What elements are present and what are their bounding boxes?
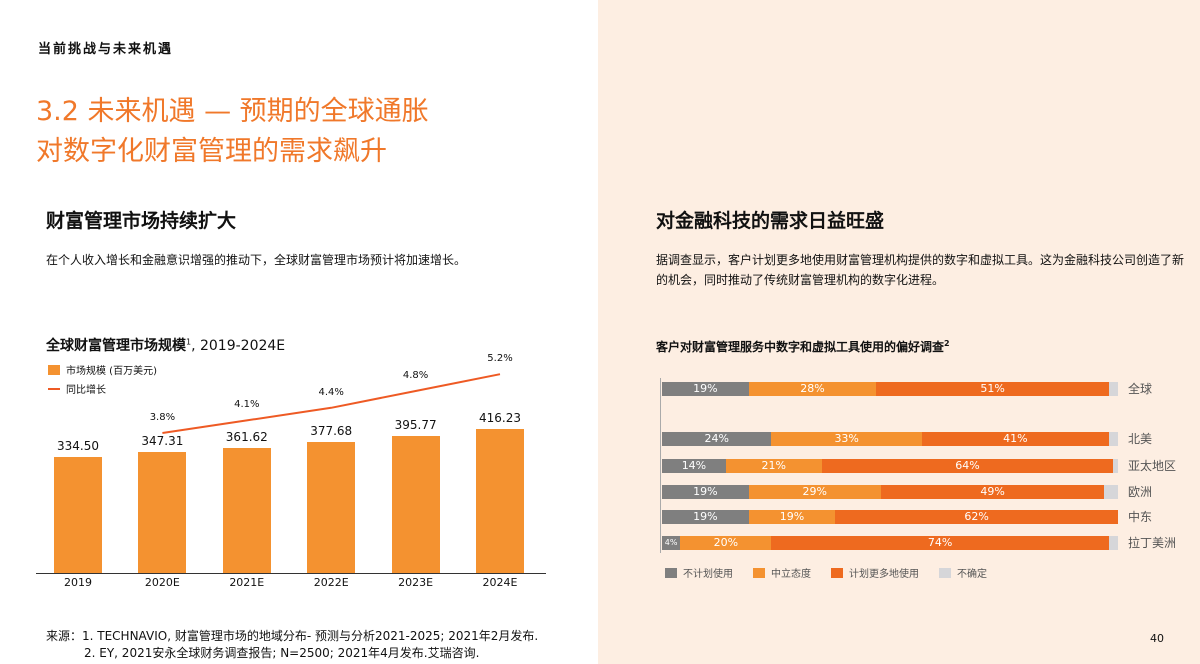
legend-item: 中立态度: [753, 565, 811, 580]
bar-2024E: [476, 428, 524, 573]
sources: 来源：1. TECHNAVIO, 财富管理市场的地域分布- 预测与分析2021-…: [46, 628, 538, 662]
segment-亚太地区-不确定: [1113, 459, 1118, 473]
legend-item: 不计划使用: [665, 565, 733, 580]
x-axis: [36, 573, 546, 574]
legend-swatch: [831, 567, 843, 578]
bar-2021E: [222, 447, 271, 573]
segment-北美-不确定: [1108, 432, 1118, 446]
segment-中东-中立态度: 19%: [748, 510, 836, 524]
x-tick-label: 2023E: [398, 576, 434, 589]
legend-item: 不确定: [939, 565, 987, 580]
segment-全球-中立态度: 28%: [748, 382, 877, 396]
legend-label: 中立态度: [771, 569, 811, 580]
segment-亚太地区-不计划使用: 14%: [662, 459, 726, 473]
growth-label: 4.8%: [402, 370, 429, 381]
segment-全球-不确定: [1108, 382, 1118, 396]
source-1: 来源：1. TECHNAVIO, 财富管理市场的地域分布- 预测与分析2021-…: [46, 629, 539, 643]
legend-line: [48, 387, 60, 390]
title-line-2: 对数字化财富管理的需求飙升: [36, 136, 387, 167]
legend-label: 不计划使用: [683, 569, 733, 580]
segment-拉丁美洲-不计划使用: 4%: [662, 536, 681, 550]
segment-欧洲-中立态度: 29%: [748, 485, 881, 499]
x-tick-label: 2022E: [313, 576, 349, 589]
legend-item: 计划更多地使用: [831, 565, 919, 580]
y-axis: [660, 378, 661, 553]
region-label: 全球: [1128, 382, 1153, 396]
bar-value-label: 395.77: [394, 417, 437, 432]
bar-value-label: 416.23: [479, 410, 521, 425]
bar-2023E: [391, 435, 440, 573]
region-label: 北美: [1128, 432, 1153, 446]
region-label: 亚太地区: [1128, 459, 1177, 473]
segment-中东-不计划使用: 19%: [662, 510, 749, 524]
survey-chart-title: 客户对财富管理服务中数字和虚拟工具使用的偏好调查2: [656, 339, 950, 354]
growth-label: 4.4%: [318, 386, 344, 398]
segment-拉丁美洲-中立态度: 20%: [680, 536, 772, 550]
segment-北美-中立态度: 33%: [771, 432, 922, 446]
growth-label: 5.2%: [487, 353, 513, 365]
bar-value-label: 334.50: [57, 438, 99, 453]
legend-swatch: [48, 364, 60, 375]
bar-value-label: 377.68: [310, 423, 353, 438]
segment-中东-计划更多地使用: 62%: [835, 510, 1118, 524]
segment-亚太地区-中立态度: 21%: [725, 459, 822, 473]
bar-2020E: [138, 452, 187, 573]
left-heading: 财富管理市场持续扩大: [46, 210, 237, 232]
legend-yoy-growth: 同比增长: [48, 381, 106, 396]
legend-swatch: [939, 567, 951, 578]
segment-欧洲-不确定: [1104, 485, 1118, 499]
legend-swatch: [665, 567, 677, 578]
segment-北美-计划更多地使用: 41%: [921, 432, 1109, 446]
survey-legend: 不计划使用 中立态度 计划更多地使用 不确定: [665, 565, 987, 580]
bar-2019: [54, 456, 102, 573]
segment-拉丁美洲-计划更多地使用: 74%: [771, 536, 1109, 550]
segment-欧洲-不计划使用: 19%: [662, 485, 749, 499]
bar-value-label: 347.31: [141, 434, 184, 449]
bar-value-label: 361.62: [225, 429, 268, 444]
source-2: 2. EY, 2021安永全球财务调查报告; N=2500; 2021年4月发布…: [84, 646, 480, 660]
x-tick-label: 2024E: [482, 576, 518, 589]
x-tick-label: 2020E: [144, 576, 180, 589]
segment-欧洲-计划更多地使用: 49%: [880, 485, 1105, 499]
legend-market-size: 市场规模 (百万美元): [48, 362, 157, 377]
bar-2022E: [307, 441, 356, 573]
section-label: 当前挑战与未来机遇: [38, 42, 174, 57]
x-tick-label: 2019: [64, 576, 92, 589]
legend-label: 计划更多地使用: [849, 569, 919, 580]
segment-全球-不计划使用: 19%: [662, 382, 749, 396]
right-heading: 对金融科技的需求日益旺盛: [656, 210, 885, 232]
growth-label: 4.1%: [234, 399, 260, 411]
growth-label: 3.8%: [149, 412, 176, 423]
segment-拉丁美洲-不确定: [1108, 536, 1118, 550]
left-text: 在个人收入增长和金融意识增强的推动下，全球财富管理市场预计将加速增长。: [46, 253, 467, 267]
market-chart-title: 全球财富管理市场规模1, 2019-2024E: [46, 337, 286, 354]
legend-label: 不确定: [957, 569, 987, 580]
region-label: 欧洲: [1128, 485, 1153, 499]
legend-swatch: [753, 567, 765, 578]
page-number: 40: [1150, 632, 1164, 645]
segment-全球-计划更多地使用: 51%: [876, 382, 1109, 396]
title-line-1: 3.2 未来机遇 — 预期的全球通胀: [36, 96, 429, 127]
region-label: 拉丁美洲: [1128, 536, 1177, 550]
right-text: 据调查显示，客户计划更多地使用财富管理机构提供的数字和虚拟工具。这为金融科技公司…: [656, 253, 1185, 287]
page-title: 3.2 未来机遇 — 预期的全球通胀 对数字化财富管理的需求飙升: [36, 92, 429, 172]
x-tick-label: 2021E: [229, 576, 265, 589]
segment-亚太地区-计划更多地使用: 64%: [821, 459, 1114, 473]
segment-北美-不计划使用: 24%: [662, 432, 772, 446]
region-label: 中东: [1128, 510, 1153, 524]
right-panel-background: [598, 0, 1200, 664]
